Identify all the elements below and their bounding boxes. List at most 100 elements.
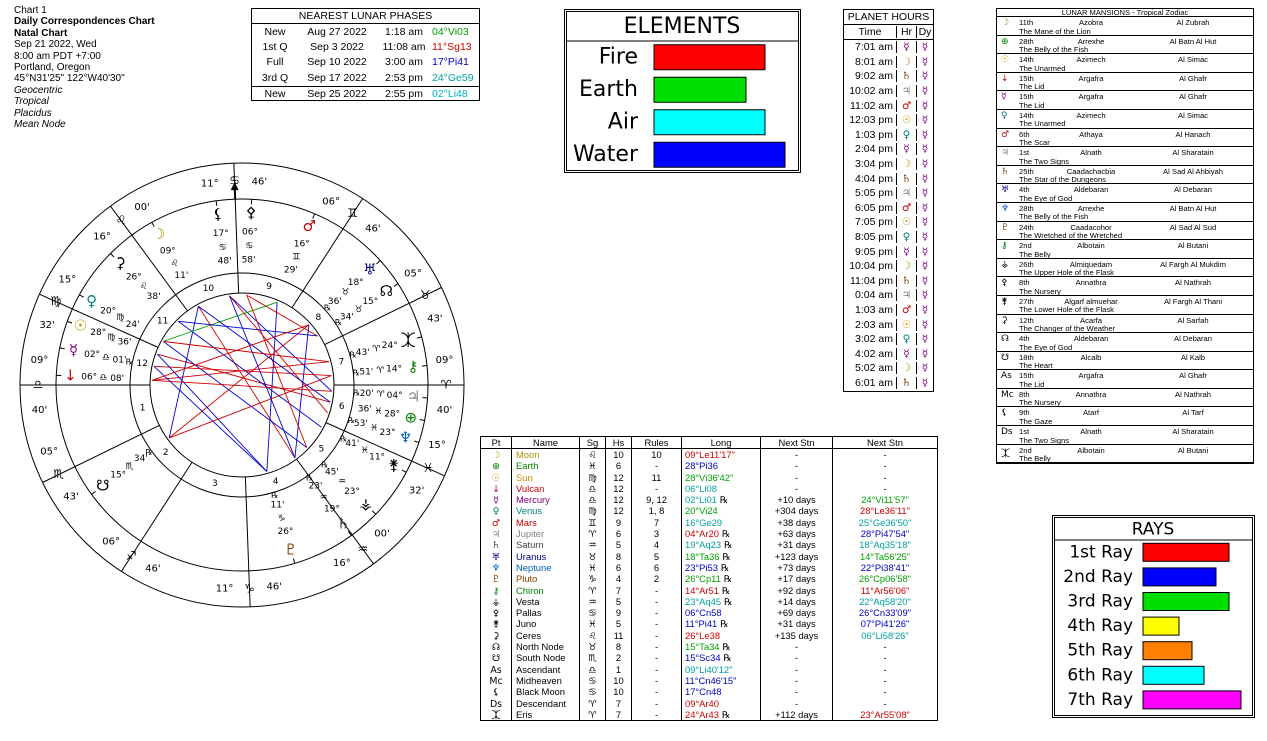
next-station: - bbox=[794, 674, 799, 686]
mansion-arabic: Al Nathrah bbox=[1175, 278, 1211, 288]
header-line: Portland, Oregon bbox=[14, 62, 91, 74]
mansion-arabic: Al Butani bbox=[1177, 241, 1209, 251]
cell: Eris bbox=[511, 708, 579, 721]
cell: 22°Pi38'41" bbox=[832, 561, 937, 574]
bar bbox=[1142, 616, 1180, 636]
cell: 4 bbox=[605, 573, 631, 585]
cusp-degree: 06° bbox=[322, 196, 340, 207]
hour-time: 7:05 pm bbox=[855, 216, 893, 229]
aspect-line bbox=[266, 302, 278, 472]
phase-time: 11:08 am bbox=[382, 41, 426, 54]
mansion-row: ⊕ 28th Arrexhe Al Batn Al Hut The Belly of t… bbox=[997, 36, 1253, 55]
hour-row: 11:04 pm ♄ ☿ bbox=[844, 274, 933, 289]
cell: +73 days bbox=[760, 561, 832, 574]
cell: - bbox=[760, 460, 832, 472]
hour-time: 11:02 am bbox=[850, 99, 893, 112]
planet-sign: ♉ bbox=[588, 642, 597, 653]
planet-longitude: 24°Ar43 bbox=[685, 708, 719, 720]
planet-house: 4 bbox=[615, 573, 622, 585]
cell: ♑ bbox=[579, 573, 605, 585]
hour-ruler: ♃ bbox=[896, 85, 916, 98]
phase-time: 2:53 pm bbox=[385, 71, 423, 84]
planet-glyph: ⚸ bbox=[492, 687, 500, 698]
cell: - bbox=[631, 482, 681, 495]
planet-glyph: Mc bbox=[489, 675, 503, 687]
planet-sign: ♋ bbox=[588, 675, 597, 687]
cell: 07°Pi41'26" bbox=[832, 618, 937, 630]
cell: 15°Ta34 ℞ bbox=[681, 641, 760, 653]
planet-tick bbox=[67, 320, 73, 324]
phase-row: New Sep 25 2022 2:55 pm 02°Li48 bbox=[252, 85, 479, 101]
next-station-position: 22°Pi38'41" bbox=[860, 561, 910, 573]
planet-sign: ♎ bbox=[588, 495, 597, 506]
planet-sign: ♓ bbox=[588, 461, 597, 472]
cell: 25°Ge36'50" bbox=[832, 516, 937, 529]
hour-row: 8:01 am ☽ ☿ bbox=[844, 55, 933, 70]
next-station-position: 14°Ta56'25" bbox=[859, 550, 911, 562]
cell: North Node bbox=[511, 641, 579, 653]
hour-ruler: ♄ bbox=[896, 172, 916, 185]
next-station-position: 06°Li58'26" bbox=[861, 629, 909, 641]
cell: ♋ bbox=[579, 674, 605, 687]
hour-row: 10:02 am ♃ ☿ bbox=[844, 84, 933, 99]
planet-glyph: ⚸ bbox=[213, 205, 224, 223]
cell: 06°Li08 bbox=[681, 482, 760, 495]
mansion-number: 26th bbox=[1019, 259, 1034, 269]
planet-glyph: ⚵ bbox=[492, 619, 500, 630]
cell: +123 days bbox=[760, 550, 832, 562]
planet-name: Vulcan bbox=[516, 482, 545, 494]
planet-tick bbox=[371, 510, 377, 515]
planet-glyph: ♇ bbox=[491, 574, 501, 585]
planet-sign: ♓ bbox=[588, 619, 597, 630]
planet-sign: ♊ bbox=[588, 517, 597, 529]
mansion-row: ♄ 25th Caadachacbia Al Sad Al Ahbiyah The St… bbox=[997, 166, 1253, 185]
cell: 2 bbox=[605, 652, 631, 664]
planet-rules: - bbox=[654, 595, 659, 607]
mansion-row: ⚸ 9th Atarf Al Tarf The Gaze bbox=[997, 407, 1253, 427]
hour-row: 3:04 pm ☽ ☿ bbox=[844, 157, 933, 172]
mansion-row: ⚴ 8th Annathra Al Nathrah The Nursery bbox=[997, 277, 1253, 296]
planet-glyph: ⚷ bbox=[408, 358, 419, 376]
house-number: 2 bbox=[163, 448, 169, 458]
mansion-meaning: The Unarmed bbox=[1019, 63, 1066, 73]
house-number: 6 bbox=[339, 402, 345, 412]
mansion-arabic: Al Ghafr bbox=[1179, 73, 1207, 83]
cell: ⚵ bbox=[481, 618, 511, 629]
mansion-row: ♃ 1st Alnath Al Sharatain The Two Signs bbox=[997, 147, 1253, 166]
mansion-arabic: Al Sad Al Ahbiyah bbox=[1163, 166, 1223, 176]
planet-name: Uranus bbox=[516, 550, 547, 562]
retrograde: ℞ bbox=[721, 584, 731, 596]
planet-sign: ♌ bbox=[588, 630, 597, 642]
mansion-number: 8th bbox=[1019, 278, 1030, 288]
planet-minute: 36' bbox=[358, 404, 372, 414]
cell: 20°Vi24 bbox=[681, 505, 760, 517]
mansion-glyph: Ds bbox=[1001, 427, 1013, 438]
planet-tick bbox=[421, 365, 428, 367]
hours-header: Time Hr Dy bbox=[844, 25, 933, 40]
cell: 09°Ar40 bbox=[681, 697, 760, 709]
next-station-position: 07°Pi41'26" bbox=[860, 618, 910, 630]
cusp-minute: 40' bbox=[437, 405, 452, 416]
hour-time: 3:02 am bbox=[855, 333, 893, 346]
planet-rules: - bbox=[654, 607, 659, 619]
planet-glyph: ☊ bbox=[380, 282, 393, 300]
planet-name: Ceres bbox=[516, 629, 542, 641]
cell: +38 days bbox=[760, 516, 832, 529]
mansion-arabic: Al Sarfah bbox=[1177, 315, 1209, 325]
cell: 6 bbox=[605, 561, 631, 574]
hour-ruler: ♃ bbox=[896, 187, 916, 200]
hour-row: 9:05 pm ☿ ☿ bbox=[844, 244, 933, 259]
next-station-position: - bbox=[883, 482, 887, 494]
cell: - bbox=[631, 686, 681, 698]
aspect-line bbox=[153, 365, 332, 377]
cusp-degree: 09° bbox=[436, 355, 454, 366]
mansion-row: ☊ 4th Aldebaran Al Debaran The Eye of God bbox=[997, 333, 1253, 352]
planet-sign: ♎ bbox=[99, 373, 107, 383]
next-station-position: 23°Ar55'08" bbox=[860, 708, 910, 720]
bar-label: 3rd Ray bbox=[1067, 592, 1133, 612]
planet-name: Venus bbox=[516, 505, 543, 517]
day-ruler: ☿ bbox=[916, 85, 933, 98]
cell: - bbox=[631, 697, 681, 709]
cell: ♆ bbox=[481, 562, 511, 573]
day-ruler: ☿ bbox=[916, 99, 933, 112]
